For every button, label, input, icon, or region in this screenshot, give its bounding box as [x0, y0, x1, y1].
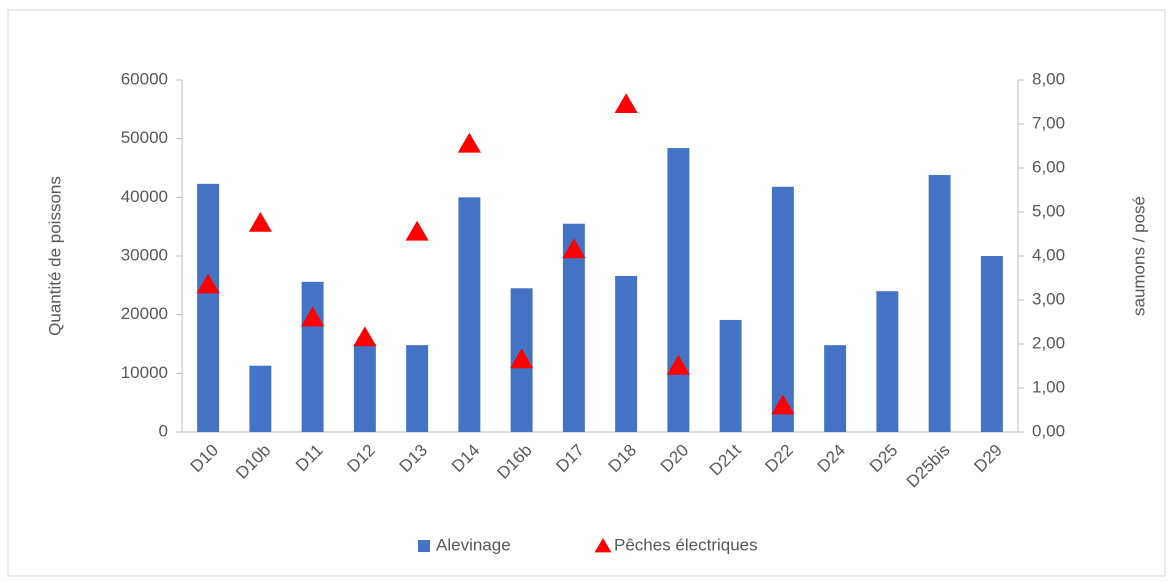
bar — [876, 291, 899, 432]
bar — [406, 345, 429, 432]
y2-tick-label: 3,00 — [1032, 289, 1065, 308]
triangle-marker — [196, 273, 220, 294]
y2-axis-label: saumons / posé — [1129, 196, 1148, 316]
legend-label: Alevinage — [436, 535, 511, 554]
triangle-marker — [457, 132, 481, 153]
triangle-marker — [614, 93, 638, 113]
y2-tick-label: 0,00 — [1032, 421, 1065, 440]
y2-tick-label: 5,00 — [1032, 201, 1065, 220]
triangle-marker — [301, 306, 325, 327]
bar — [667, 148, 690, 432]
y-tick-label: 30000 — [121, 245, 168, 264]
triangle-marker — [248, 212, 272, 232]
bar — [197, 183, 220, 432]
y2-tick-label: 8,00 — [1032, 69, 1065, 88]
y2-tick-label: 7,00 — [1032, 113, 1065, 132]
triangle-marker — [353, 326, 377, 347]
triangle-marker — [510, 348, 534, 369]
bar — [980, 256, 1003, 432]
triangle-marker — [562, 238, 586, 259]
y2-tick-label: 6,00 — [1032, 157, 1065, 176]
triangle-marker — [666, 355, 690, 375]
bar — [719, 319, 742, 432]
triangle-marker — [405, 220, 429, 241]
y-tick-label: 40000 — [121, 187, 168, 206]
y-tick-label: 0 — [159, 421, 168, 440]
y-tick-label: 20000 — [121, 304, 168, 323]
bar — [458, 197, 481, 432]
y-tick-label: 50000 — [121, 128, 168, 147]
y2-tick-label: 1,00 — [1032, 377, 1065, 396]
y-tick-label: 60000 — [121, 69, 168, 88]
y2-tick-label: 2,00 — [1032, 333, 1065, 352]
bar — [249, 365, 272, 432]
legend-label: Pêches électriques — [614, 535, 758, 554]
bar — [353, 344, 376, 432]
bar — [771, 186, 794, 432]
y-tick-label: 10000 — [121, 363, 168, 382]
bar — [928, 175, 951, 433]
legend-swatch — [594, 538, 612, 553]
y2-tick-label: 4,00 — [1032, 245, 1065, 264]
bar — [562, 223, 585, 432]
y-axis-label: Quantité de poissons — [45, 176, 64, 336]
bar — [615, 275, 638, 432]
legend-swatch — [418, 540, 430, 552]
triangle-marker — [771, 394, 795, 415]
bar — [301, 281, 324, 432]
bar — [824, 345, 847, 432]
